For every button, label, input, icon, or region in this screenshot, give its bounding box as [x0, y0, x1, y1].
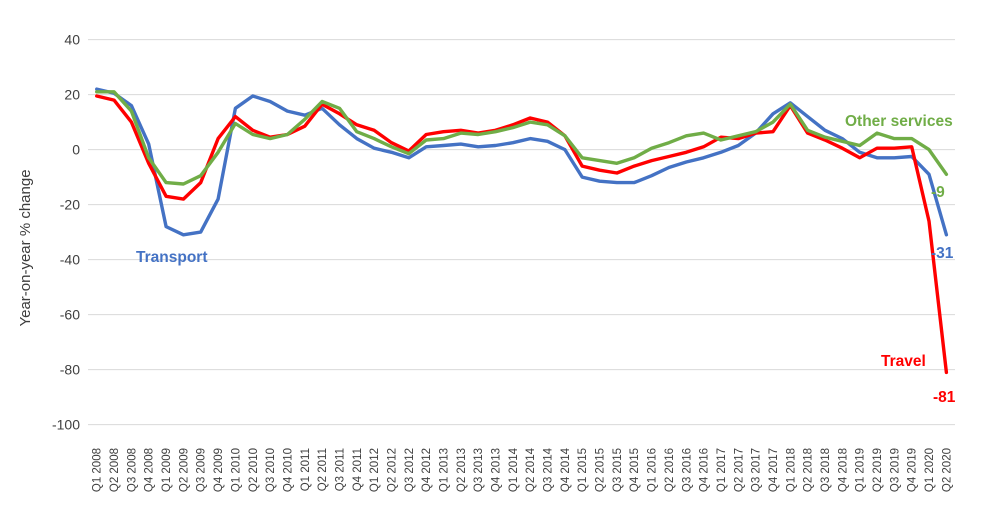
- x-axis-tick-label: Q4 2017: [768, 448, 780, 492]
- x-axis-tick-label: Q4 2018: [837, 448, 849, 492]
- x-axis-tick-labels: Q1 2008 Q2 2008 Q3 2008 Q4 2008 Q1 2009 Q2 20…: [92, 447, 954, 492]
- x-axis-tick-label: Q1 2017: [716, 448, 728, 492]
- y-axis-tick-label: -100: [52, 417, 80, 433]
- x-axis-tick-label: Q4 2012: [421, 448, 433, 492]
- x-axis-tick-label: Q2 2008: [109, 448, 121, 492]
- x-axis-tick-label: Q1 2015: [577, 448, 589, 492]
- x-axis-tick-label: Q1 2020: [924, 448, 936, 492]
- x-axis-tick-label: Q4 2014: [560, 447, 572, 492]
- x-axis-tick-label: Q1 2014: [508, 447, 520, 492]
- x-axis-tick-label: Q2 2019: [872, 448, 884, 492]
- x-axis-tick-label: Q3 2014: [543, 447, 555, 492]
- y-axis-tick-label: 40: [64, 32, 80, 48]
- x-axis-tick-label: Q2 2015: [595, 448, 607, 492]
- x-axis-tick-label: Q2 2016: [664, 448, 676, 492]
- x-axis-tick-label: Q4 2015: [629, 448, 641, 492]
- transport-label: Transport: [136, 249, 207, 266]
- x-axis-tick-label: Q4 2016: [699, 448, 711, 492]
- x-axis-tick-label: Q1 2010: [230, 448, 242, 492]
- y-axis-tick-label: -20: [60, 197, 80, 213]
- x-axis-tick-label: Q2 2014: [525, 447, 537, 492]
- x-axis-tick-label: Q2 2012: [386, 448, 398, 492]
- x-axis-tick-label: Q2 2017: [733, 448, 745, 492]
- x-axis-tick-label: Q3 2013: [473, 448, 485, 492]
- x-axis-tick-label: Q3 2015: [612, 448, 624, 492]
- y-axis-tick-label: -60: [60, 307, 80, 323]
- x-axis-tick-label: Q3 2008: [126, 448, 138, 492]
- other-services-label: Other services: [845, 113, 953, 130]
- series-lines: [94, 87, 949, 375]
- x-axis-tick-label: Q1 2012: [369, 448, 381, 492]
- x-axis-tick-label: Q2 2011: [317, 448, 329, 491]
- x-axis-tick-label: Q4 2010: [282, 448, 294, 492]
- x-axis-tick-label: Q2 2009: [178, 448, 190, 492]
- x-axis-tick-label: Q1 2009: [161, 448, 173, 492]
- end-value-other-services: -9: [931, 184, 945, 201]
- x-axis-tick-label: Q3 2011: [334, 448, 346, 491]
- y-axis-tick-labels: 40 20 0 -20 -40 -60 -80 -100: [52, 32, 80, 433]
- x-axis-tick-label: Q3 2018: [820, 448, 832, 492]
- y-axis-tick-label: -80: [60, 362, 80, 378]
- y-axis-title: Year-on-year % change: [17, 169, 34, 326]
- x-axis-tick-label: Q3 2010: [265, 448, 277, 492]
- series-annotations: Transport Other services Travel -9 -31 -81: [136, 113, 956, 406]
- end-value-travel: -81: [933, 389, 956, 406]
- series-line-transport: [94, 87, 949, 237]
- series-line-travel: [94, 94, 949, 375]
- x-axis-tick-label: Q1 2011: [300, 448, 312, 491]
- end-value-transport: -31: [931, 245, 954, 262]
- x-axis-tick-label: Q1 2018: [785, 448, 797, 492]
- x-axis-tick-label: Q2 2010: [248, 448, 260, 492]
- x-axis-tick-label: Q1 2019: [855, 448, 867, 492]
- y-axis-tick-label: 0: [72, 142, 80, 158]
- x-axis-tick-label: Q4 2009: [213, 448, 225, 492]
- x-axis-tick-label: Q3 2012: [404, 448, 416, 492]
- x-axis-tick-label: Q4 2011: [352, 448, 364, 491]
- series-line-other-services: [94, 90, 949, 186]
- x-axis-tick-label: Q3 2019: [889, 448, 901, 492]
- gridlines: [88, 39, 955, 426]
- x-axis-tick-label: Q3 2017: [751, 448, 763, 492]
- x-axis-tick-label: Q1 2013: [439, 448, 451, 492]
- y-axis-tick-label: -40: [60, 252, 80, 268]
- travel-label: Travel: [881, 353, 926, 370]
- x-axis-tick-label: Q1 2008: [92, 448, 104, 492]
- x-axis-tick-label: Q4 2008: [144, 448, 156, 492]
- x-axis-tick-label: Q2 2018: [803, 448, 815, 492]
- x-axis-tick-label: Q3 2016: [681, 448, 693, 492]
- x-axis-tick-label: Q1 2016: [647, 448, 659, 492]
- y-axis-tick-label: 20: [64, 87, 80, 103]
- x-axis-tick-label: Q4 2013: [491, 448, 503, 492]
- x-axis-tick-label: Q3 2009: [196, 448, 208, 492]
- x-axis-tick-label: Q2 2020: [941, 448, 953, 492]
- x-axis-tick-label: Q4 2019: [907, 448, 919, 492]
- x-axis-tick-label: Q2 2013: [456, 448, 468, 492]
